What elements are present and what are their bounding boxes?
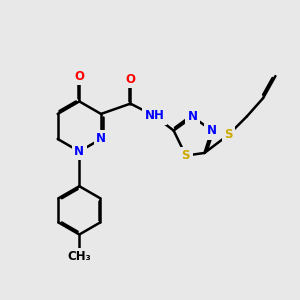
Text: NH: NH xyxy=(145,110,164,122)
Text: N: N xyxy=(207,124,217,137)
Text: N: N xyxy=(188,110,198,123)
Text: O: O xyxy=(125,73,136,86)
Text: O: O xyxy=(74,70,84,83)
Text: S: S xyxy=(224,128,233,141)
Text: N: N xyxy=(74,145,84,158)
Text: S: S xyxy=(182,149,190,162)
Text: N: N xyxy=(96,133,106,146)
Text: CH₃: CH₃ xyxy=(68,250,91,263)
